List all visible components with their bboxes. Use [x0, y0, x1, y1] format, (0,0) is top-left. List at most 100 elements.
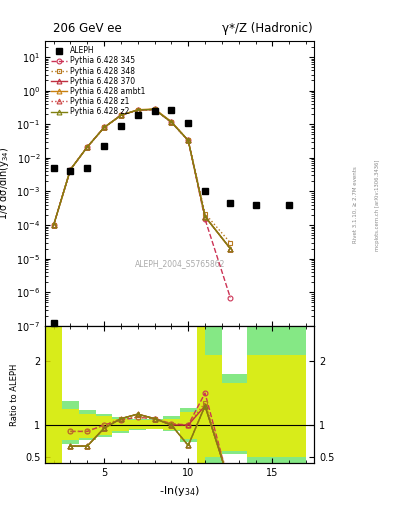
Pythia 6.428 370	[68, 166, 73, 173]
Pythia 6.428 z1	[203, 214, 208, 220]
Pythia 6.428 370	[203, 214, 208, 220]
Bar	[205, 326, 222, 463]
Bar	[62, 401, 79, 444]
Bar	[62, 409, 79, 440]
Bar	[180, 408, 196, 442]
ALEPH	[135, 112, 140, 118]
ALEPH	[119, 123, 123, 129]
Bar	[79, 410, 95, 440]
Pythia 6.428 ambt1	[85, 144, 90, 150]
Pythia 6.428 370	[102, 124, 107, 131]
X-axis label: -ln(y$_{34}$): -ln(y$_{34}$)	[160, 484, 200, 498]
Pythia 6.428 z1	[85, 144, 90, 150]
Pythia 6.428 345	[228, 294, 233, 301]
Pythia 6.428 345	[68, 166, 73, 173]
Bar	[222, 374, 247, 454]
Line: Pythia 6.428 370: Pythia 6.428 370	[51, 107, 233, 251]
Pythia 6.428 ambt1	[102, 124, 107, 131]
Pythia 6.428 348	[152, 106, 157, 113]
ALEPH	[186, 120, 191, 126]
Bar	[196, 326, 205, 463]
Pythia 6.428 348	[51, 222, 56, 228]
Pythia 6.428 ambt1	[51, 222, 56, 228]
Pythia 6.428 z1	[186, 137, 191, 143]
ALEPH	[253, 202, 258, 208]
Pythia 6.428 z2	[169, 119, 174, 125]
Pythia 6.428 ambt1	[152, 106, 157, 112]
Pythia 6.428 345	[152, 106, 157, 113]
Pythia 6.428 z2	[152, 106, 157, 113]
Pythia 6.428 348	[119, 112, 123, 118]
Text: 206 GeV ee: 206 GeV ee	[53, 22, 122, 35]
Bar	[163, 416, 180, 432]
Bar	[112, 419, 129, 432]
Pythia 6.428 370	[51, 222, 56, 228]
Pythia 6.428 348	[186, 137, 191, 143]
Pythia 6.428 345	[169, 119, 174, 125]
Legend: ALEPH, Pythia 6.428 345, Pythia 6.428 348, Pythia 6.428 370, Pythia 6.428 ambt1,: ALEPH, Pythia 6.428 345, Pythia 6.428 34…	[49, 45, 147, 118]
Pythia 6.428 345	[203, 216, 208, 222]
Pythia 6.428 345	[51, 222, 56, 228]
Pythia 6.428 348	[85, 144, 90, 150]
Bar	[205, 355, 222, 457]
Bar	[129, 419, 146, 430]
Bar	[180, 412, 196, 439]
Line: Pythia 6.428 345: Pythia 6.428 345	[51, 107, 233, 300]
Line: Pythia 6.428 z2: Pythia 6.428 z2	[51, 107, 233, 251]
Pythia 6.428 z2	[135, 107, 140, 113]
Pythia 6.428 348	[135, 107, 140, 113]
Pythia 6.428 ambt1	[119, 112, 123, 118]
Pythia 6.428 348	[68, 166, 73, 173]
Bar	[272, 326, 306, 463]
Pythia 6.428 z2	[186, 137, 191, 143]
Bar	[222, 383, 247, 451]
Pythia 6.428 z1	[135, 107, 140, 113]
Pythia 6.428 ambt1	[135, 106, 140, 113]
Bar	[95, 414, 112, 437]
Text: ALEPH_2004_S5765862: ALEPH_2004_S5765862	[135, 259, 225, 268]
Pythia 6.428 370	[119, 112, 123, 118]
Pythia 6.428 z1	[51, 222, 56, 228]
Pythia 6.428 348	[102, 124, 107, 131]
Pythia 6.428 370	[228, 246, 233, 252]
Pythia 6.428 345	[85, 144, 90, 150]
ALEPH	[51, 165, 56, 171]
Bar	[112, 417, 129, 433]
Bar	[129, 420, 146, 430]
Pythia 6.428 z2	[68, 166, 73, 173]
Pythia 6.428 z2	[51, 222, 56, 228]
Bar	[79, 414, 95, 438]
Line: Pythia 6.428 z1: Pythia 6.428 z1	[51, 107, 233, 251]
Bar	[272, 355, 306, 457]
Bar	[247, 326, 272, 463]
Pythia 6.428 370	[186, 137, 191, 143]
Pythia 6.428 z1	[228, 246, 233, 252]
Text: mcplots.cern.ch [arXiv:1306.3436]: mcplots.cern.ch [arXiv:1306.3436]	[375, 159, 380, 250]
Pythia 6.428 z1	[169, 119, 174, 125]
Line: Pythia 6.428 ambt1: Pythia 6.428 ambt1	[51, 106, 233, 251]
Pythia 6.428 ambt1	[203, 214, 208, 220]
Line: ALEPH: ALEPH	[50, 107, 292, 208]
Pythia 6.428 345	[102, 124, 107, 131]
Pythia 6.428 ambt1	[68, 166, 73, 173]
ALEPH	[228, 200, 233, 206]
Pythia 6.428 348	[169, 119, 174, 125]
Pythia 6.428 348	[203, 210, 208, 217]
Pythia 6.428 z1	[152, 106, 157, 113]
Pythia 6.428 345	[186, 137, 191, 143]
Pythia 6.428 z1	[119, 112, 123, 118]
Bar	[146, 420, 163, 429]
Pythia 6.428 345	[135, 107, 140, 113]
ALEPH	[85, 165, 90, 171]
Text: Rivet 3.1.10, ≥ 2.7M events: Rivet 3.1.10, ≥ 2.7M events	[353, 166, 358, 243]
Bar	[146, 419, 163, 430]
Pythia 6.428 z1	[68, 166, 73, 173]
Pythia 6.428 ambt1	[186, 137, 191, 143]
Bar	[196, 326, 205, 463]
Y-axis label: Ratio to ALEPH: Ratio to ALEPH	[10, 364, 19, 426]
Line: Pythia 6.428 348: Pythia 6.428 348	[51, 107, 233, 245]
ALEPH	[102, 143, 107, 150]
Bar	[163, 419, 180, 430]
Pythia 6.428 z2	[119, 112, 123, 118]
Pythia 6.428 370	[152, 106, 157, 113]
